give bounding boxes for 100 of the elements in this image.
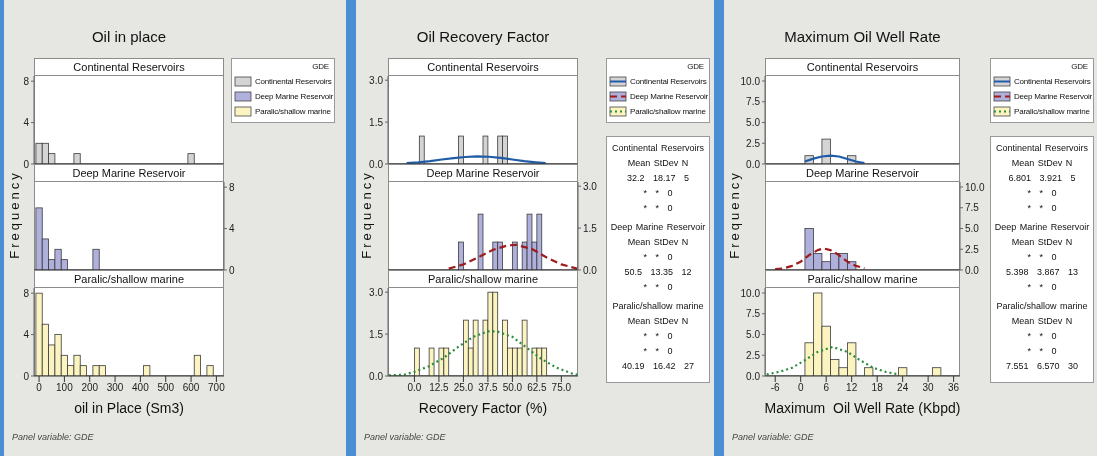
y2-tick-label: 2.5 [965,243,980,255]
x-tick-label: 6 [823,382,830,394]
y-tick-label: 7.5 [746,96,761,108]
text: * * 0 [642,281,674,294]
legend-label: Paralic/shallow marine [1013,106,1091,118]
text: 32.2 18.17 5 [625,172,690,185]
y-tick-label: 10.0 [740,287,761,299]
legend-title: GDE [311,62,330,71]
line-series [447,243,578,270]
x-tick-label: 0 [36,382,43,394]
x-tick-label: 400 [132,382,150,394]
legend-label: Paralic/shallow marine [629,106,707,118]
line-series [774,247,866,270]
text: Continental Reservoirs [610,142,705,155]
chart-title: Maximum Oil Well Rate [783,28,942,45]
chart-title: Deep Marine Reservoir [765,164,960,182]
y-axis-title: Frequency [726,169,742,261]
legend-label: Deep Marine Reservoir [254,91,334,103]
text: * * 0 [642,187,674,200]
y-tick-label: 5.0 [746,329,761,341]
text: Mean StDev N [1010,157,1074,170]
legend-title: GDE [686,62,705,71]
text: * * 0 [642,345,674,358]
text: Mean StDev N [626,315,690,328]
y-tick-label: 0.0 [369,158,384,170]
y2-tick-label: 0.0 [965,264,980,276]
y-tick-label: 8 [23,75,30,87]
y-tick-label: 2.5 [746,349,761,361]
text: * * 0 [1026,330,1058,343]
chart-subtitle: Continental Reservoirs [388,58,578,76]
y-tick-label: 3.0 [369,74,384,86]
x-tick-label: 200 [81,382,99,394]
y-axis-title: Frequency [6,169,22,261]
y2-tick-label: 0.0 [583,264,598,276]
y-tick-label: 5.0 [746,117,761,129]
chart-title: Deep Marine Reservoir [388,164,578,182]
text: Panel variable: GDE [364,432,446,442]
legend-label: Continental Reservoirs [1013,76,1091,88]
y-tick-label: 0.0 [369,370,384,382]
x-tick-label: 700 [208,382,226,394]
x-tick-label: 18 [871,382,884,394]
x-axis-title: oil in Place (Sm3) [73,400,185,416]
y-axis-title: Frequency [358,170,374,259]
y-tick-label: 0 [23,370,30,382]
y2-tick-label: 0 [229,264,235,276]
y2-tick-label: 4 [229,223,235,235]
text: * * 0 [642,202,674,215]
y-tick-label: 3.0 [369,286,384,298]
chart-subtitle: Continental Reservoirs [34,58,224,76]
text: * * 0 [1026,281,1058,294]
x-tick-label: 75.0 [551,382,572,394]
y-tick-label: 0.0 [746,158,761,170]
text: Mean StDev N [626,157,690,170]
legend-title: GDE [1070,62,1089,71]
x-tick-label: 24 [897,382,909,394]
x-tick-label: 300 [106,382,124,394]
y-tick-label: 2.5 [746,137,761,149]
chart-title: Paralic/shallow marine [388,270,578,288]
x-tick-label: 25.0 [453,382,474,394]
x-tick-label: 100 [56,382,74,394]
text: 5.398 3.867 13 [1004,266,1080,279]
text: Mean StDev N [1010,236,1074,249]
chart-title: Paralic/shallow marine [34,270,224,288]
y-tick-label: 0 [23,158,30,170]
chart-title: Oil Recovery Factor [415,28,551,45]
y-tick-label: 4 [23,117,30,129]
chart-subtitle: Continental Reservoirs [765,58,960,76]
y2-tick-label: 5.0 [965,223,980,235]
text: * * 0 [1026,187,1058,200]
text: Panel variable: GDE [12,432,94,442]
legend-label: Continental Reservoirs [254,76,332,88]
text: Deep Marine Reservoir [609,221,707,234]
y2-tick-label: 1.5 [583,222,598,234]
legend-label: Paralic/shallow marine [254,106,332,118]
x-tick-label: 12 [846,382,858,394]
chart-title: Oil in place [90,28,168,45]
legend-label: Deep Marine Reservoir [629,91,709,103]
text: 50.5 13.35 12 [623,266,693,279]
text: Deep Marine Reservoir [993,221,1091,234]
y-tick-label: 8 [23,287,30,299]
text: * * 0 [1026,251,1058,264]
legend-label: Deep Marine Reservoir [1013,91,1093,103]
text: Mean StDev N [1010,315,1074,328]
x-tick-label: 12.5 [429,382,450,394]
y-tick-label: 1.5 [369,116,384,128]
y2-tick-label: 8 [229,181,235,193]
line-series [388,330,578,376]
y-tick-label: 0.0 [746,370,761,382]
x-tick-label: 0.0 [407,382,422,394]
x-tick-label: 30 [922,382,935,394]
y-tick-label: 10.0 [740,75,761,87]
x-tick-label: 0 [797,382,804,394]
x-tick-label: 62.5 [527,382,548,394]
x-axis-title: Maximum Oil Well Rate (Kbpd) [763,400,962,416]
text: * * 0 [1026,202,1058,215]
x-tick-label: 37.5 [478,382,499,394]
line-series [405,155,547,164]
line-series [803,154,866,164]
y2-tick-label: 10.0 [965,181,985,193]
x-tick-label: -6 [770,382,781,394]
